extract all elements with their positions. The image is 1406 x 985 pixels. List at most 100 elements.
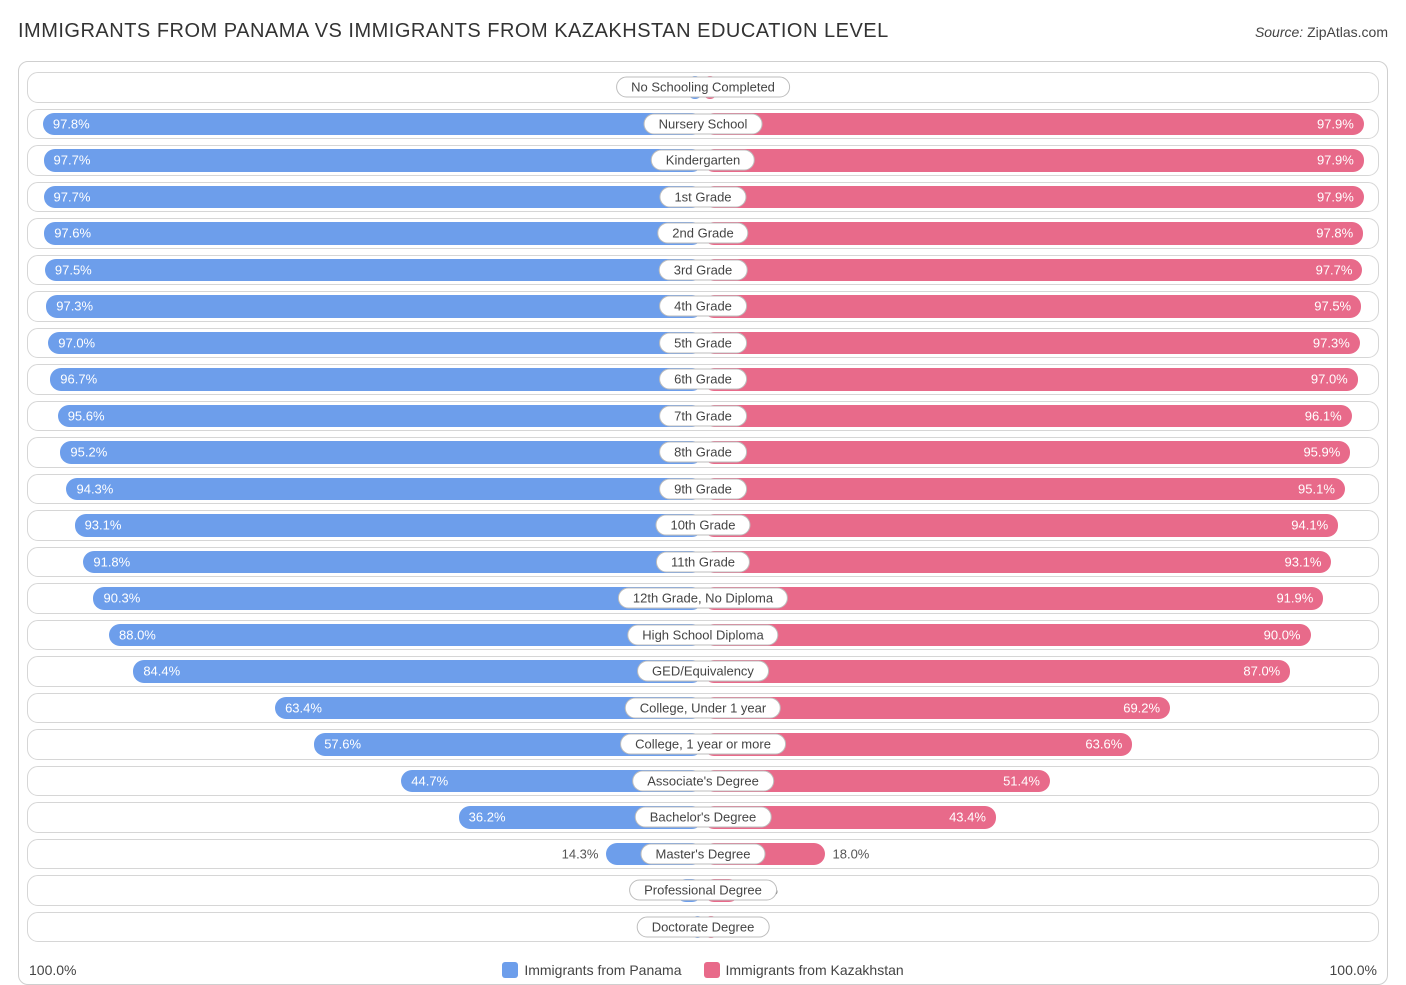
chart-row: 97.8%97.9%Nursery School: [27, 109, 1379, 140]
bar-right: [703, 441, 1350, 464]
category-label: 11th Grade: [656, 551, 750, 572]
chart-row: 63.4% 69.2% College, Under 1 year: [27, 693, 1379, 724]
category-label: 10th Grade: [655, 515, 750, 536]
chart-row: 94.3%95.1%9th Grade: [27, 474, 1379, 505]
bar-right: [703, 514, 1338, 537]
bar-right: [703, 405, 1352, 428]
legend-label: Immigrants from Panama: [524, 962, 681, 978]
value-right: 97.9%: [1317, 116, 1354, 131]
category-label: Kindergarten: [651, 150, 755, 171]
chart-row: 95.6% 96.1% 7th Grade: [27, 401, 1379, 432]
value-left: 95.6%: [68, 408, 105, 423]
value-left: 57.6%: [324, 737, 361, 752]
chart-row: 1.6%2.3%Doctorate Degree: [27, 912, 1379, 943]
value-left: 97.6%: [54, 226, 91, 241]
value-right: 97.9%: [1317, 153, 1354, 168]
chart-row: 97.7%97.9%1st Grade: [27, 182, 1379, 213]
chart-area: 2.3%2.1%No Schooling Completed 97.8% 97.9%…: [18, 61, 1388, 985]
chart-row: 97.6% 97.8% 2nd Grade: [27, 218, 1379, 249]
legend-item-panama: Immigrants from Panama: [502, 962, 681, 978]
value-right: 95.9%: [1303, 445, 1340, 460]
chart-row: 36.2%43.4%Bachelor's Degree: [27, 802, 1379, 833]
value-left: 95.2%: [70, 445, 107, 460]
bar-left: [93, 587, 703, 610]
bar-left: [44, 186, 703, 209]
chart-row: 96.7% 97.0% 6th Grade: [27, 364, 1379, 395]
value-right: 69.2%: [1123, 700, 1160, 715]
category-label: 12th Grade, No Diploma: [618, 588, 788, 609]
value-left: 93.1%: [85, 518, 122, 533]
value-left: 90.3%: [103, 591, 140, 606]
legend-swatch: [502, 962, 518, 978]
category-label: 2nd Grade: [657, 223, 748, 244]
bar-left: [75, 514, 703, 537]
value-left: 97.7%: [54, 153, 91, 168]
bar-left: [43, 113, 703, 136]
bar-right: [703, 624, 1311, 647]
value-right: 95.1%: [1298, 481, 1335, 496]
bar-right: [703, 478, 1345, 501]
category-label: No Schooling Completed: [616, 77, 790, 98]
bar-right: [703, 149, 1364, 172]
category-label: Bachelor's Degree: [635, 807, 772, 828]
value-right: 96.1%: [1305, 408, 1342, 423]
category-label: 3rd Grade: [659, 259, 748, 280]
value-left: 44.7%: [411, 773, 448, 788]
source-label: Source:: [1255, 24, 1303, 40]
bar-left: [83, 551, 703, 574]
value-right: 97.0%: [1311, 372, 1348, 387]
bar-right: [703, 587, 1323, 610]
bar-left: [48, 332, 703, 355]
category-label: GED/Equivalency: [637, 661, 769, 682]
bar-right: [703, 113, 1364, 136]
legend-swatch: [704, 962, 720, 978]
value-right: 97.8%: [1316, 226, 1353, 241]
value-right: 97.9%: [1317, 189, 1354, 204]
chart-title: IMMIGRANTS FROM PANAMA VS IMMIGRANTS FRO…: [18, 20, 889, 43]
value-right: 93.1%: [1285, 554, 1322, 569]
category-label: 8th Grade: [659, 442, 747, 463]
chart-legend: Immigrants from Panama Immigrants from K…: [19, 962, 1387, 978]
category-label: College, 1 year or more: [620, 734, 786, 755]
bar-left: [60, 441, 703, 464]
bar-left: [133, 660, 703, 683]
category-label: 6th Grade: [659, 369, 747, 390]
legend-item-kazakhstan: Immigrants from Kazakhstan: [704, 962, 904, 978]
chart-row: 90.3%91.9%12th Grade, No Diploma: [27, 583, 1379, 614]
value-left: 97.0%: [58, 335, 95, 350]
value-left: 97.5%: [55, 262, 92, 277]
bar-left: [46, 295, 703, 318]
category-label: 7th Grade: [659, 405, 747, 426]
category-label: Professional Degree: [629, 880, 777, 901]
bar-left: [45, 259, 703, 282]
value-left: 97.8%: [53, 116, 90, 131]
bar-right: [703, 295, 1361, 318]
value-right: 63.6%: [1085, 737, 1122, 752]
value-left: 63.4%: [285, 700, 322, 715]
chart-row: 97.3%97.5%4th Grade: [27, 291, 1379, 322]
bar-left: [50, 368, 703, 391]
bar-right: [703, 332, 1360, 355]
chart-row: 14.3%18.0%Master's Degree: [27, 839, 1379, 870]
chart-row: 95.2% 95.9% 8th Grade: [27, 437, 1379, 468]
category-label: High School Diploma: [627, 624, 778, 645]
chart-row: 2.3%2.1%No Schooling Completed: [27, 72, 1379, 103]
bar-left: [44, 149, 703, 172]
category-label: 4th Grade: [659, 296, 747, 317]
chart-header: IMMIGRANTS FROM PANAMA VS IMMIGRANTS FRO…: [18, 20, 1388, 43]
value-right: 51.4%: [1003, 773, 1040, 788]
value-left: 94.3%: [76, 481, 113, 496]
category-label: Associate's Degree: [632, 770, 774, 791]
chart-row: 97.7% 97.9% Kindergarten: [27, 145, 1379, 176]
bar-right: [703, 660, 1290, 683]
value-right: 18.0%: [833, 846, 870, 861]
value-right: 97.3%: [1313, 335, 1350, 350]
bar-left: [109, 624, 703, 647]
bar-right: [703, 368, 1358, 391]
category-label: College, Under 1 year: [625, 697, 781, 718]
source-name: ZipAtlas.com: [1307, 24, 1388, 40]
bar-left: [58, 405, 703, 428]
value-left: 96.7%: [60, 372, 97, 387]
chart-row: 4.1%5.5%Professional Degree: [27, 875, 1379, 906]
value-left: 97.7%: [54, 189, 91, 204]
